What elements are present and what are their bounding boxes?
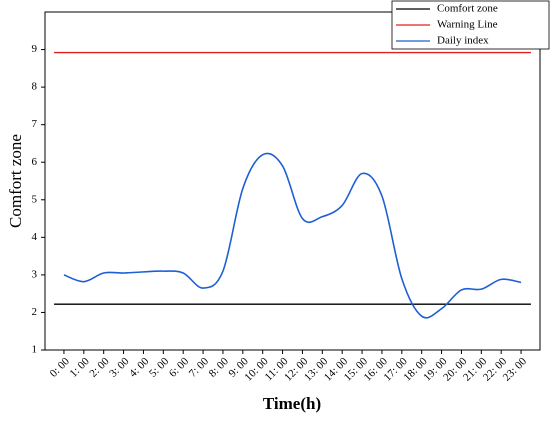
y-tick-label: 1 bbox=[32, 344, 38, 356]
y-axis-label: Comfort zone bbox=[6, 134, 25, 228]
x-tick-label: 0: 00 bbox=[48, 355, 73, 380]
y-tick-label: 5 bbox=[32, 193, 38, 205]
y-tick-label: 3 bbox=[32, 268, 38, 280]
y-tick-label: 7 bbox=[32, 118, 38, 130]
x-tick-label: 6: 00 bbox=[167, 355, 192, 380]
x-tick-label: 3: 00 bbox=[107, 355, 132, 380]
y-tick-label: 8 bbox=[32, 81, 38, 93]
plot-frame bbox=[44, 11, 541, 351]
x-tick-label: 5: 00 bbox=[147, 355, 172, 380]
legend-label: Warning Line bbox=[437, 19, 498, 31]
x-tick-label: 8: 00 bbox=[207, 355, 232, 380]
y-tick-label: 2 bbox=[32, 306, 38, 318]
x-tick-label: 1: 00 bbox=[67, 355, 92, 380]
x-tick-label: 7: 00 bbox=[187, 355, 212, 380]
x-tick-label: 23: 00 bbox=[501, 355, 530, 384]
y-tick-label: 4 bbox=[32, 231, 38, 243]
x-tick-label: 4: 00 bbox=[127, 355, 152, 380]
legend-label: Daily index bbox=[437, 35, 489, 47]
x-axis-label: Time(h) bbox=[263, 394, 321, 413]
y-tick-label: 6 bbox=[32, 156, 38, 168]
line-series bbox=[63, 152, 522, 319]
y-tick-label: 9 bbox=[32, 43, 38, 55]
legend-label: Comfort zone bbox=[437, 3, 498, 15]
x-tick-label: 2: 00 bbox=[87, 355, 112, 380]
